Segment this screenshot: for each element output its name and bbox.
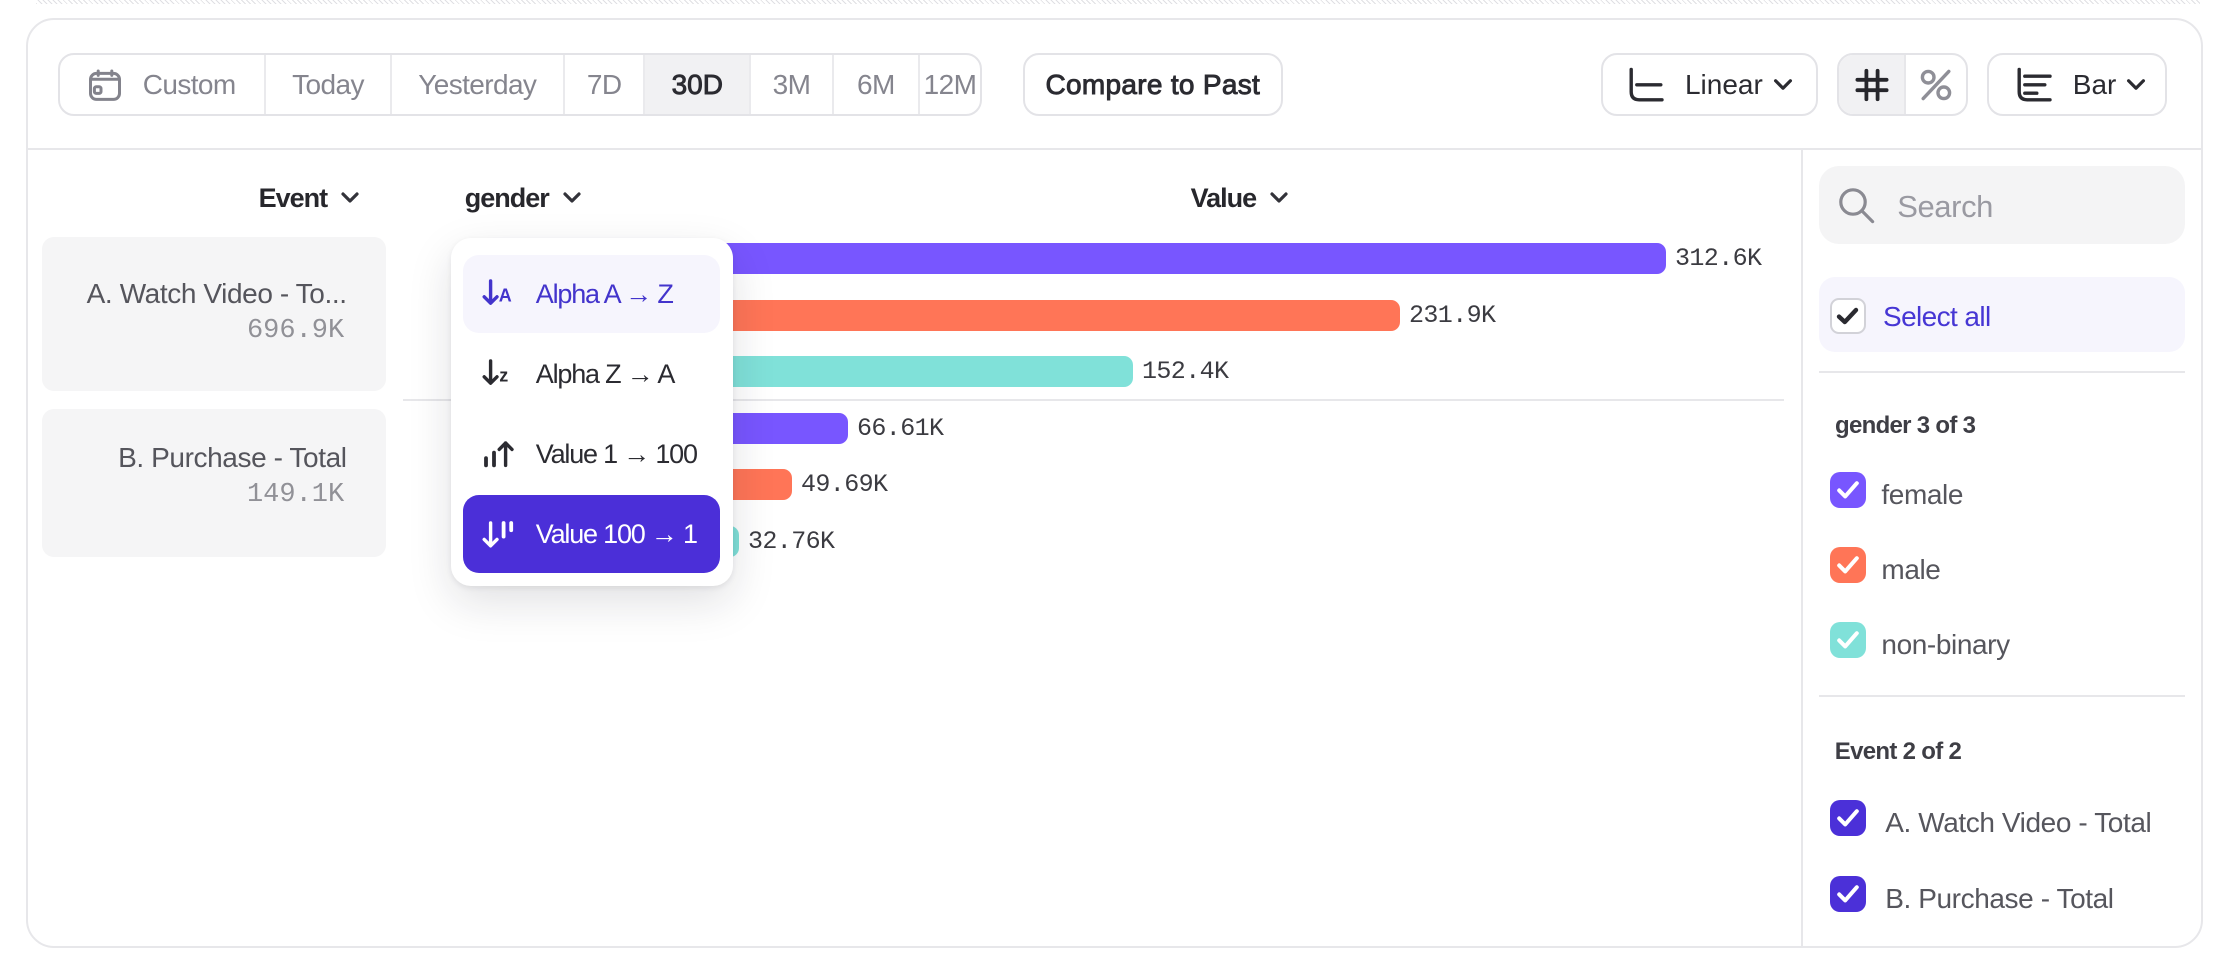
svg-text:z: z [499,366,508,386]
svg-text:A: A [499,286,512,306]
